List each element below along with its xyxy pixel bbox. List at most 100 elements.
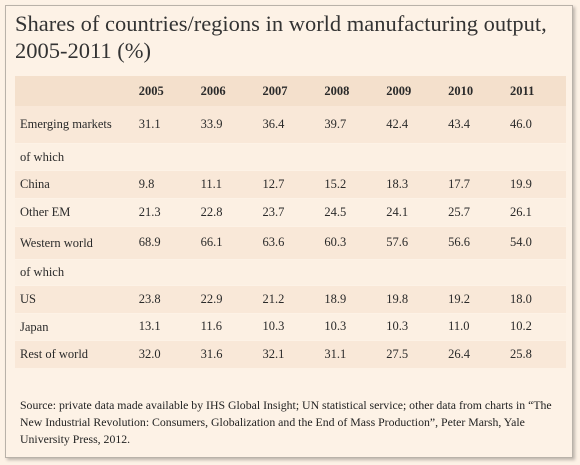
row-label: US	[15, 285, 133, 314]
row-label: China	[15, 170, 133, 199]
table-cell: 25.7	[442, 198, 505, 227]
cell-value: 33.9	[200, 116, 223, 131]
column-header-2006: 2006	[194, 76, 257, 106]
table-cell: 18.0	[504, 285, 566, 314]
table-cell: 22.8	[194, 198, 257, 227]
cell-value: 22.8	[200, 204, 223, 219]
cell-value: 23.7	[262, 204, 285, 219]
cell-value: 11.1	[200, 176, 223, 191]
table-cell: 26.1	[504, 198, 566, 227]
chart-frame: Shares of countries/regions in world man…	[5, 5, 573, 458]
cell-value: 56.6	[448, 235, 471, 249]
cell-value: 31.1	[138, 116, 161, 131]
table-cell: 23.8	[132, 285, 195, 314]
table-cell: 31.1	[132, 106, 195, 144]
table-cell	[442, 143, 505, 171]
cell-value: 17.7	[448, 176, 471, 191]
table-cell	[132, 143, 195, 171]
row-label: of which	[15, 143, 133, 171]
cell-value: 31.1	[324, 346, 347, 361]
cell-value: 15.2	[324, 176, 347, 191]
cell-value: 36.4	[262, 116, 285, 131]
table-cell: 68.9	[132, 226, 195, 260]
table-cell: 13.1	[132, 313, 195, 341]
table-cell: 32.1	[256, 340, 319, 369]
table-cell: 17.7	[442, 170, 505, 199]
column-header-label: 2005	[138, 83, 164, 98]
table-cell	[442, 259, 505, 286]
table-cell	[504, 143, 566, 171]
table-cell	[194, 259, 257, 286]
table-cell: 43.4	[442, 106, 505, 144]
table-cell: 10.2	[504, 313, 566, 341]
column-header-label: 2011	[510, 83, 535, 98]
cell-value: 23.8	[138, 291, 161, 306]
table-row: Other EM 21.3 22.8 23.7 24.5 24.1 25.7 26.1	[15, 198, 566, 227]
cell-value: 46.0	[510, 116, 532, 131]
cell-value: 21.2	[262, 291, 285, 306]
table-row: Emerging markets 31.1 33.9 36.4 39.7 42.4 43.4…	[15, 106, 566, 144]
cell-value: 9.8	[138, 176, 155, 191]
table-row: Rest of world 32.0 31.6 32.1 31.1 27.5 26.4 25.…	[15, 340, 566, 369]
cell-value: 19.8	[386, 291, 409, 306]
cell-value: 60.3	[324, 235, 347, 249]
cell-value: 66.1	[200, 235, 223, 249]
table-cell: 39.7	[318, 106, 381, 144]
table-cell	[256, 143, 319, 171]
table-cell: 12.7	[256, 170, 319, 199]
table-cell: 25.8	[504, 340, 566, 369]
cell-value: 68.9	[138, 235, 161, 249]
table-cell: 66.1	[194, 226, 257, 260]
cell-value: 18.3	[386, 176, 409, 191]
table-cell	[256, 259, 319, 286]
column-header-label: 2008	[324, 83, 350, 98]
table-cell: 31.1	[318, 340, 381, 369]
table-cell: 54.0	[504, 226, 566, 260]
cell-value: 42.4	[386, 116, 409, 131]
table-cell: 31.6	[194, 340, 257, 369]
cell-value: 18.0	[510, 291, 532, 306]
table-header-row: 2005 2006 2007 2008 2009 2010 2011	[15, 76, 566, 106]
table-row: of which	[15, 259, 566, 286]
cell-value: 21.3	[138, 204, 161, 219]
table-cell	[504, 259, 566, 286]
cell-value: 27.5	[386, 346, 409, 361]
table-cell	[380, 259, 443, 286]
table-cell: 11.0	[442, 313, 505, 341]
table-cell	[318, 259, 381, 286]
cell-value: 19.9	[510, 176, 532, 191]
column-header-2007: 2007	[256, 76, 319, 106]
table-body: Emerging markets 31.1 33.9 36.4 39.7 42.4 43.4…	[15, 106, 566, 369]
table-row: China 9.8 11.1 12.7 15.2 18.3 17.7 19.9	[15, 170, 566, 199]
table-row: Japan 13.1 11.6 10.3 10.3 10.3 11.0 10.2	[15, 313, 566, 341]
column-header-label: 2006	[200, 83, 226, 98]
row-label: of which	[15, 259, 133, 286]
cell-value: 54.0	[510, 235, 532, 249]
cell-value: 43.4	[448, 116, 471, 131]
cell-value: 13.1	[138, 319, 161, 333]
cell-value: 25.8	[510, 346, 532, 361]
table-cell: 11.6	[194, 313, 257, 341]
table-cell: 24.5	[318, 198, 381, 227]
cell-value: 32.1	[262, 346, 285, 361]
table-cell: 23.7	[256, 198, 319, 227]
column-header-2011: 2011	[504, 76, 566, 106]
table-cell: 22.9	[194, 285, 257, 314]
table-cell: 19.9	[504, 170, 566, 199]
table-row: US 23.8 22.9 21.2 18.9 19.8 19.2 18.0	[15, 285, 566, 314]
row-label: Japan	[15, 313, 133, 341]
cell-value: 57.6	[386, 235, 409, 249]
cell-value: 26.1	[510, 204, 532, 219]
table-cell: 21.2	[256, 285, 319, 314]
table-row: Western world 68.9 66.1 63.6 60.3 57.6 56.6 54.…	[15, 226, 566, 260]
row-label-header	[15, 76, 133, 106]
table-cell	[132, 259, 195, 286]
cell-value: 32.0	[138, 346, 161, 361]
cell-value: 24.5	[324, 204, 347, 219]
column-header-label: 2009	[386, 83, 412, 98]
cell-value: 26.4	[448, 346, 471, 361]
column-header-2010: 2010	[442, 76, 505, 106]
data-table: 2005 2006 2007 2008 2009 2010 2011 Emerging ma…	[15, 76, 566, 369]
table-cell	[380, 143, 443, 171]
table-cell: 42.4	[380, 106, 443, 144]
